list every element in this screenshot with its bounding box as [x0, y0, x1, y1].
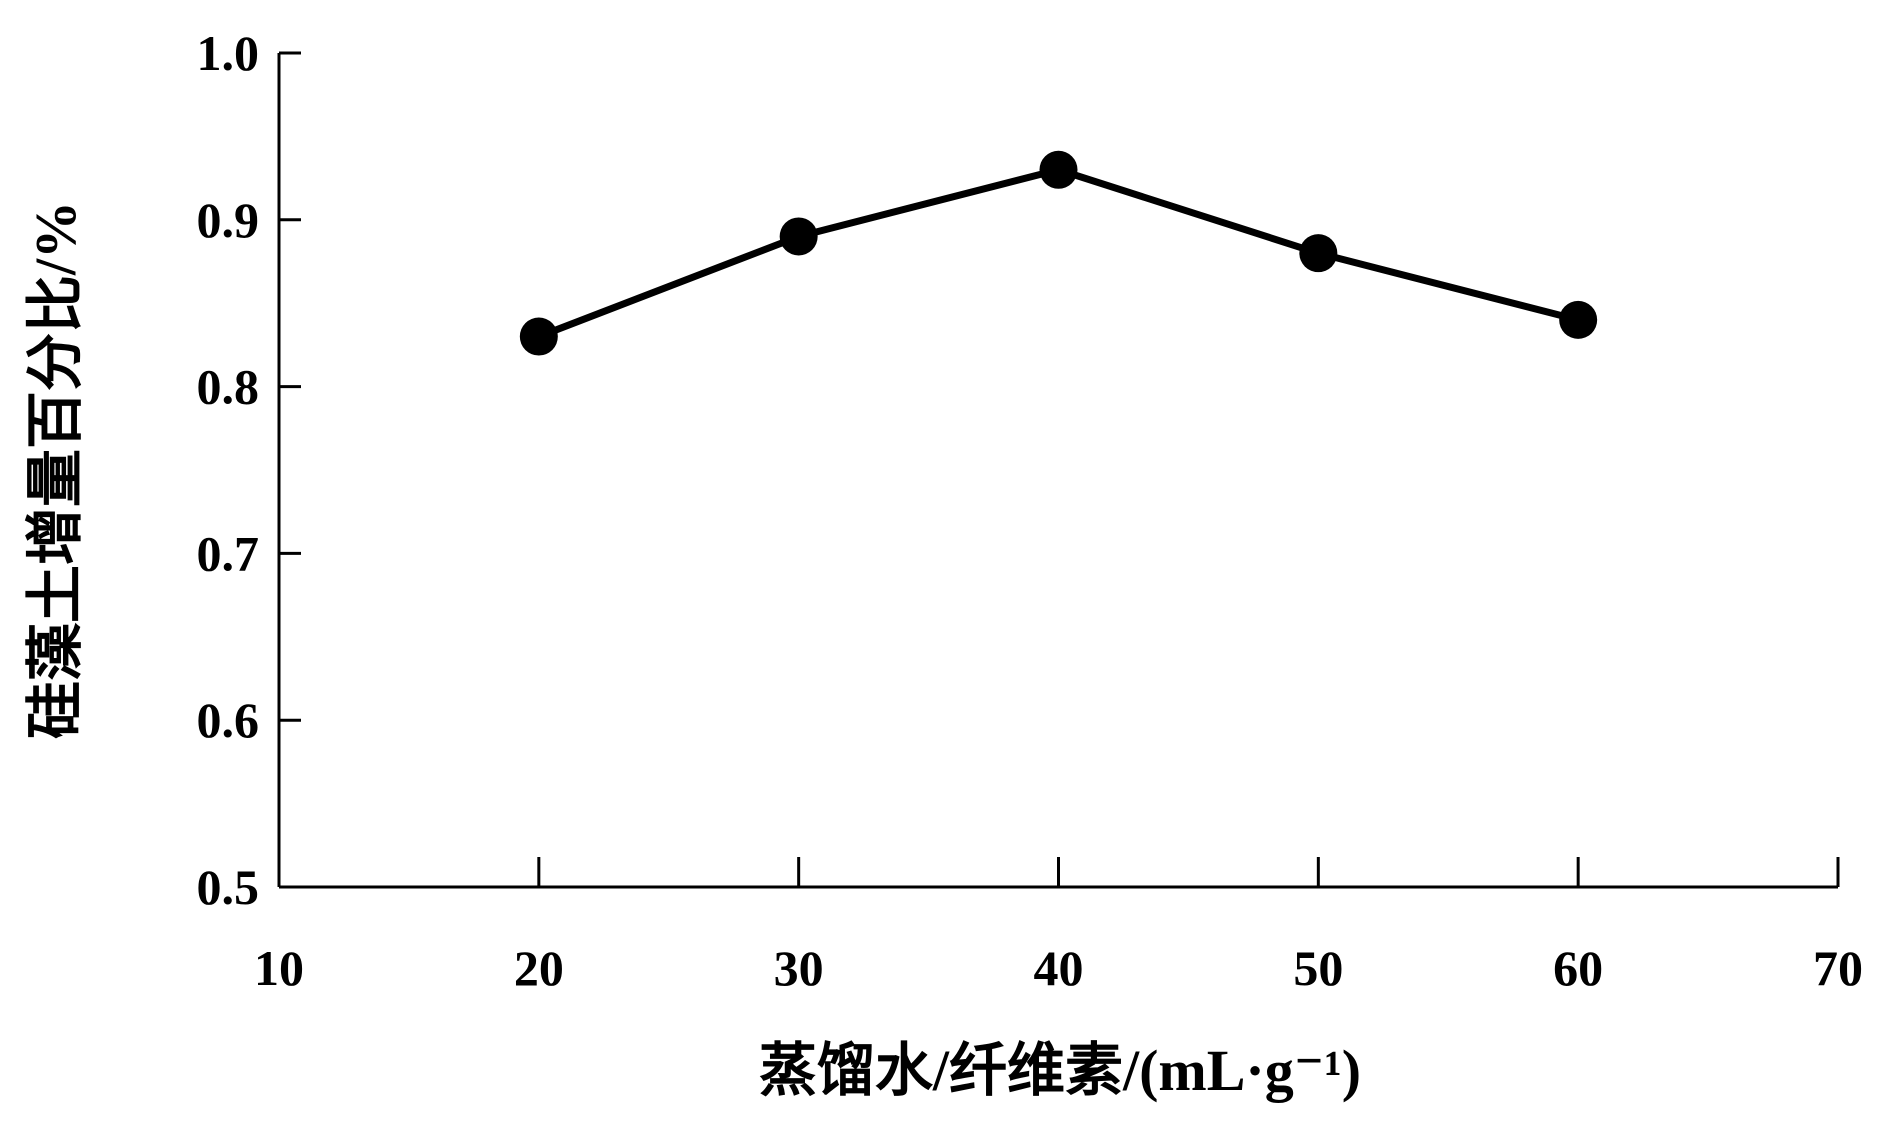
data-point	[1299, 234, 1338, 273]
data-point	[779, 217, 818, 256]
data-point	[1559, 300, 1598, 339]
x-axis-label: 蒸馏水/纤维素/(mL·g⁻¹)	[759, 1038, 1361, 1103]
y-tick-label: 0.5	[197, 859, 260, 915]
x-tick-label: 10	[254, 940, 304, 996]
x-tick-label: 20	[514, 940, 564, 996]
x-tick-label: 50	[1293, 940, 1343, 996]
y-tick-labels: 0.5 0.6 0.7 0.8 0.9 1.0	[197, 25, 260, 915]
y-tick-label: 0.8	[197, 359, 260, 415]
y-axis-label: 硅藻土增量百分比/%	[23, 201, 88, 739]
y-tick-label: 0.6	[197, 692, 260, 748]
axes	[277, 51, 1840, 889]
x-tick-label: 70	[1813, 940, 1863, 996]
x-tick-label: 60	[1553, 940, 1603, 996]
data-point	[1039, 150, 1078, 189]
y-tick-label: 0.9	[197, 192, 260, 248]
data-point	[519, 317, 558, 356]
y-tick-label: 1.0	[197, 25, 260, 81]
x-tick-label: 30	[774, 940, 824, 996]
y-tick-label: 0.7	[197, 525, 260, 581]
x-tick-labels: 10 20 30 40 50 60 70	[254, 940, 1863, 996]
x-tick-label: 40	[1034, 940, 1084, 996]
series-line	[537, 166, 1580, 340]
series	[519, 150, 1598, 356]
